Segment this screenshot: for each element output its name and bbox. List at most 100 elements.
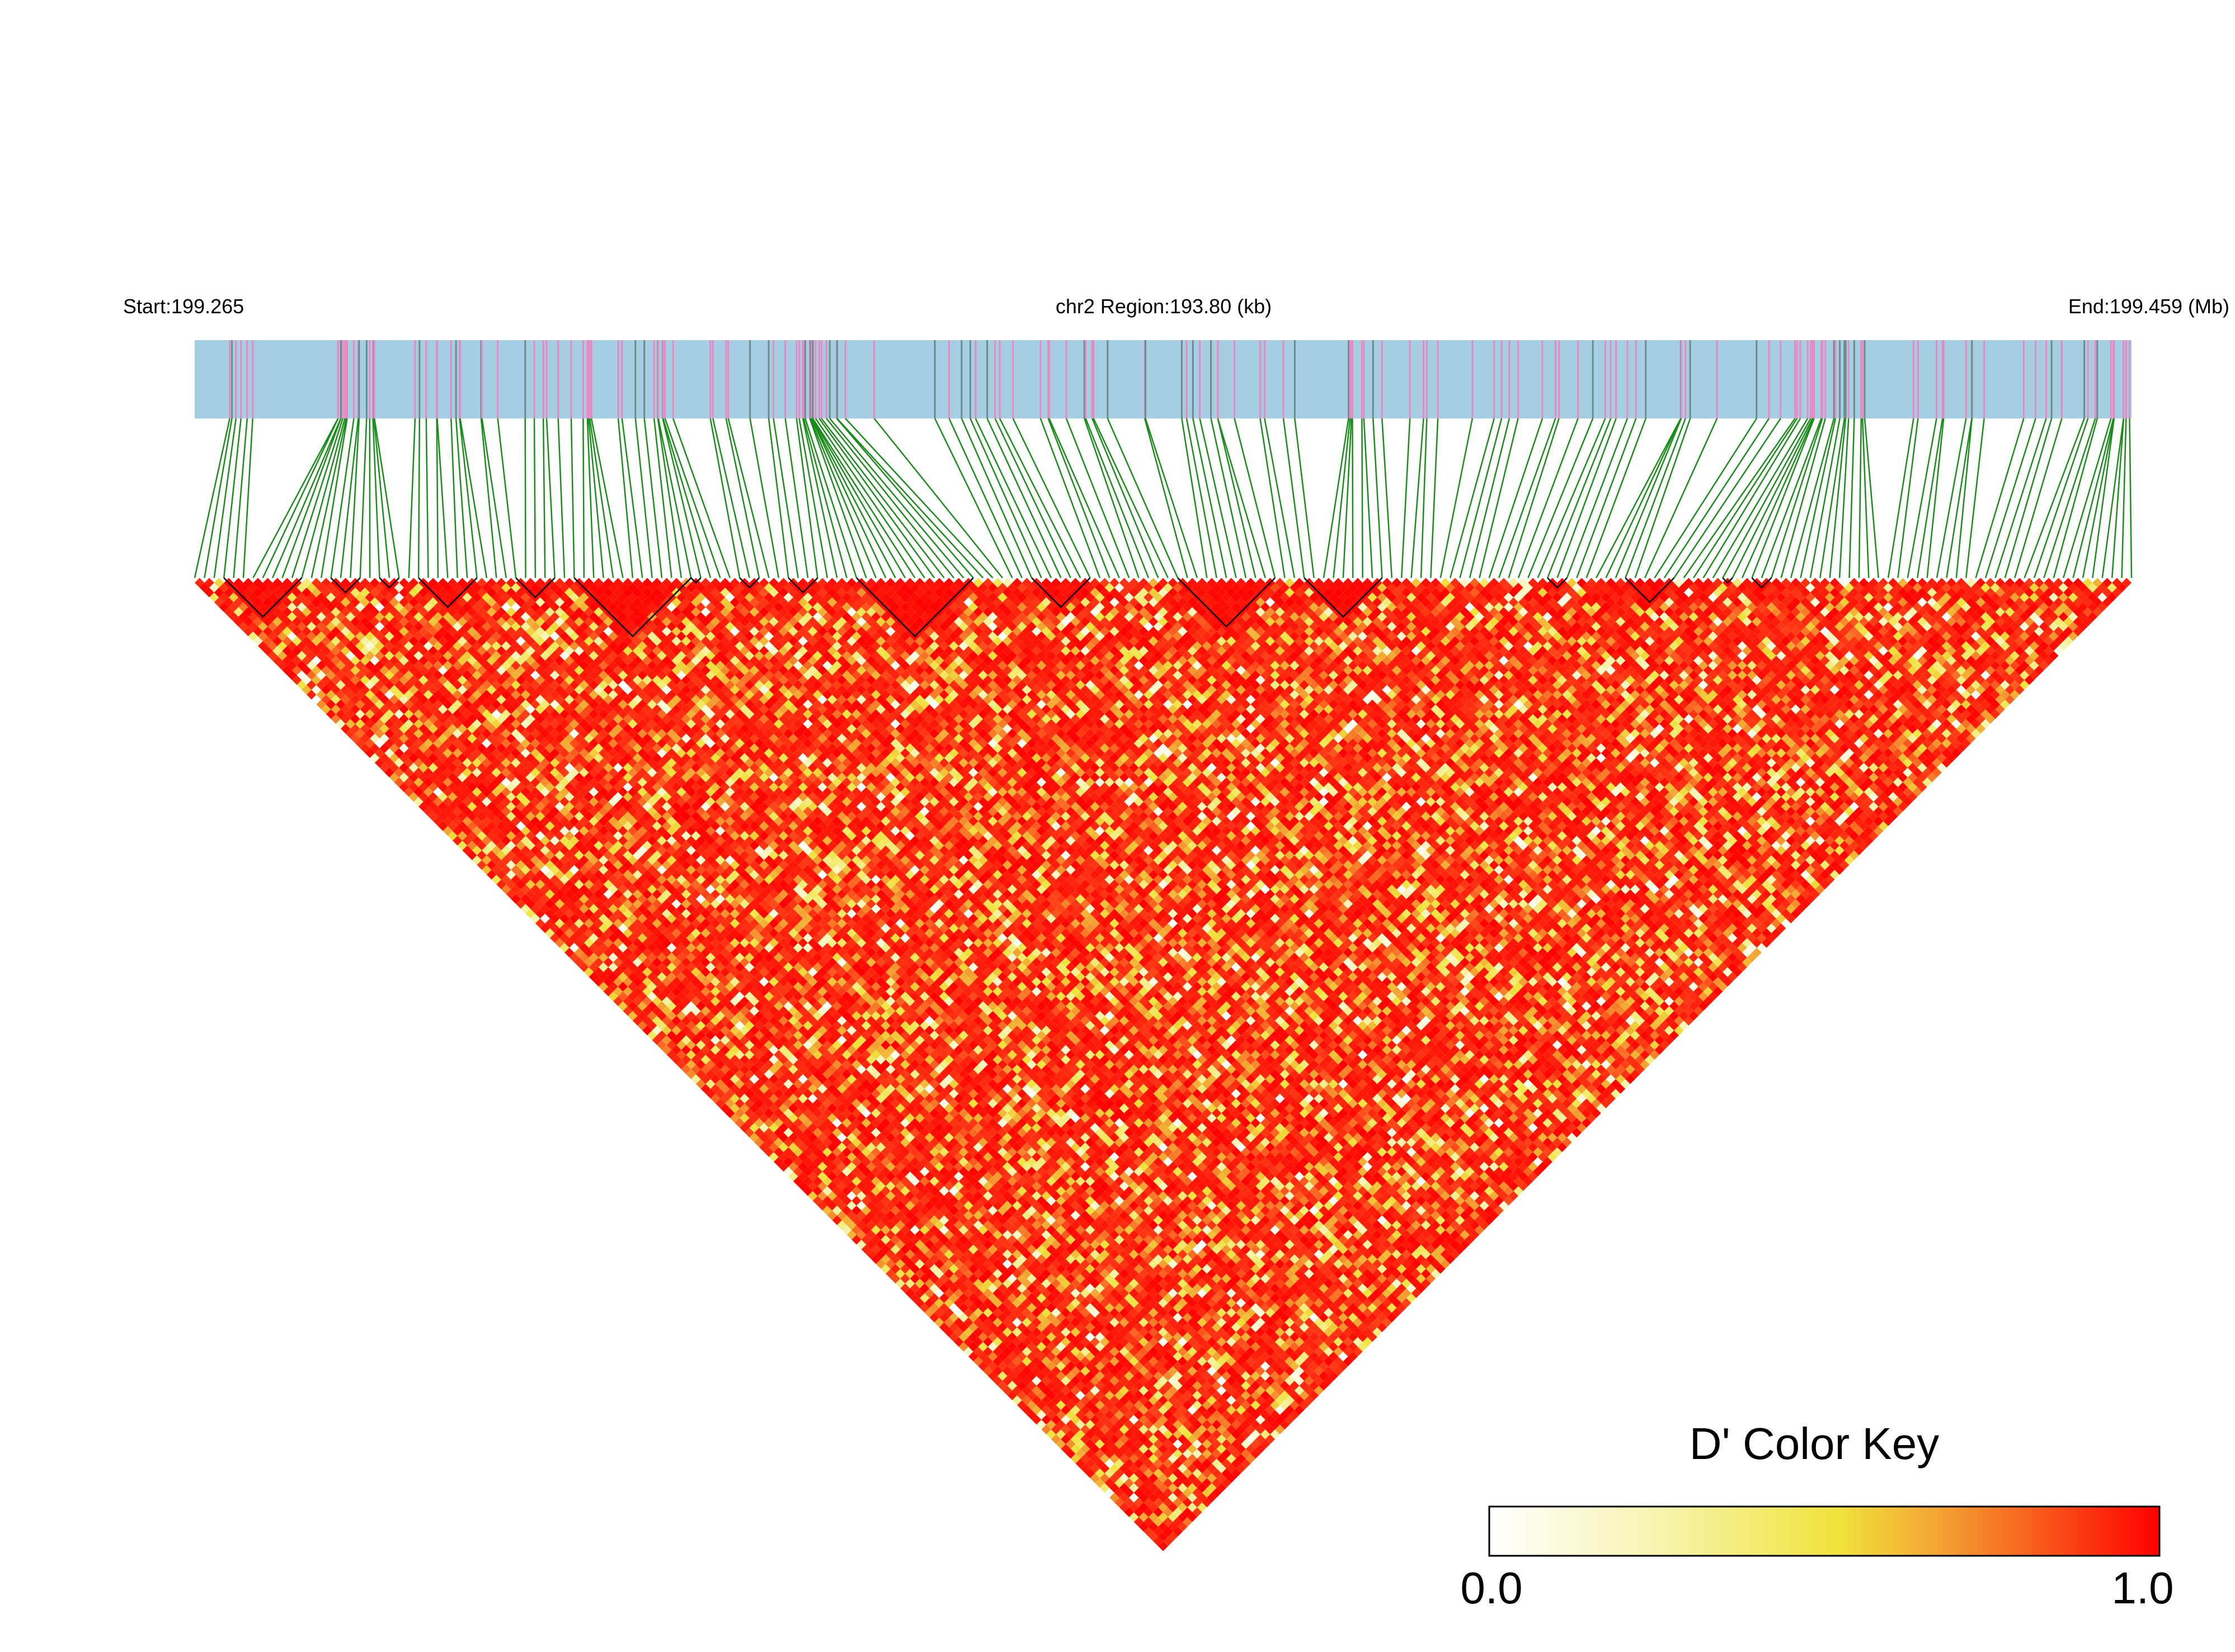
snp-connector-line [829, 418, 964, 578]
snp-connector-line [2033, 418, 2089, 578]
ld-cell [798, 1181, 808, 1192]
ld-cell [764, 1147, 774, 1157]
ld-cell [224, 597, 234, 608]
snp-connector-line [1566, 418, 1628, 578]
ld-cell [1109, 1493, 1119, 1503]
ld-cell [1027, 1410, 1037, 1420]
snp-connector-line [582, 418, 585, 578]
ld-cell [248, 631, 258, 642]
ld-cell [1066, 1439, 1076, 1449]
ld-cell [987, 1371, 998, 1381]
snp-connector-line [1864, 418, 1879, 578]
snp-connector-line [2024, 418, 2085, 578]
ld-cell [861, 1215, 872, 1225]
ld-cell [876, 1230, 886, 1240]
ld-cell [1129, 1512, 1139, 1522]
ld-cell [924, 1288, 935, 1298]
snp-connector-line [1210, 418, 1247, 578]
ld-cell [1129, 1502, 1139, 1513]
snp-connector-line [1946, 418, 1973, 578]
snp-connector-line [1410, 418, 1424, 578]
snp-connector-lines [194, 418, 2133, 578]
snp-connector-line [233, 418, 248, 578]
ld-cell [924, 1278, 935, 1288]
ld-cell [1099, 1473, 1110, 1483]
ld-cell [1022, 1405, 1032, 1415]
snp-connector-line [310, 418, 347, 578]
ld-cell [1114, 1478, 1124, 1488]
ld-cell [1109, 1482, 1119, 1493]
ld-cell [248, 611, 258, 622]
ld-cell [929, 1312, 939, 1322]
snp-connector-line [480, 418, 497, 578]
ld-cell [944, 1307, 954, 1318]
ld-cell [900, 1283, 910, 1293]
snp-connector-line [570, 418, 575, 578]
ld-cell [1124, 1498, 1134, 1508]
snp-connector-line [2043, 418, 2096, 578]
ld-cell [958, 1322, 969, 1333]
ld-cell [1070, 1424, 1081, 1434]
ld-heatmap-cells [195, 578, 2132, 1551]
ld-cell [920, 1283, 930, 1293]
ld-cell [1012, 1395, 1022, 1405]
ld-cell [861, 1225, 872, 1235]
ld-cell [501, 865, 511, 875]
snp-connector-line [459, 418, 488, 578]
snp-connector-line [662, 418, 712, 578]
snp-connector-line [1450, 418, 1495, 578]
ld-cell [968, 1322, 978, 1333]
snp-connector-line [459, 418, 478, 578]
ld-cell [973, 1347, 984, 1357]
snp-connector-line [1936, 418, 1967, 578]
ld-cell [968, 1352, 978, 1362]
ld-cell [812, 1196, 823, 1206]
ld-cell [1099, 1453, 1110, 1464]
ld-cell [1075, 1429, 1085, 1439]
ld-cell [987, 1342, 998, 1352]
snp-connector-line [545, 418, 556, 578]
snp-connector-line [1596, 418, 1682, 578]
region-title-label: chr2 Region:193.80 (kb) [1056, 295, 1272, 318]
snp-connector-line [803, 418, 848, 578]
ld-cell [1036, 1400, 1047, 1410]
ld-cell [983, 1336, 993, 1347]
ld-cell [1002, 1356, 1013, 1367]
ld-cell [876, 1239, 886, 1250]
ld-cell [1075, 1439, 1085, 1449]
snp-connector-line [1741, 418, 1814, 578]
snp-connector-line [1537, 418, 1606, 578]
snp-connector-line [749, 418, 780, 578]
ld-cell [1090, 1453, 1100, 1464]
ld-cell [953, 1317, 964, 1328]
snp-connector-line [1556, 418, 1617, 578]
snp-connector-line [1858, 418, 1862, 578]
ld-cell [798, 1171, 808, 1182]
snp-connector-line [359, 418, 368, 578]
ld-cell [827, 1191, 837, 1201]
snp-connector-line [709, 418, 741, 578]
ld-cell [841, 1206, 852, 1216]
snp-connector-line [204, 418, 233, 578]
snp-connector-line [1498, 418, 1556, 578]
ld-cell [905, 1278, 915, 1288]
ld-cell [1002, 1385, 1013, 1396]
ld-cell [1017, 1390, 1027, 1401]
ld-cell [1133, 1498, 1144, 1508]
ld-cell [798, 1161, 808, 1172]
snp-connector-line [815, 418, 925, 578]
ld-cell [876, 1259, 886, 1269]
ld-cell [832, 1196, 842, 1206]
snp-connector-line [436, 418, 439, 578]
ld-cell [1085, 1439, 1095, 1449]
snp-connector-line [2121, 418, 2127, 578]
ld-cell [355, 699, 365, 709]
ld-cell [1056, 1429, 1066, 1439]
ld-cell [788, 1161, 798, 1172]
snp-connector-line [1333, 418, 1351, 578]
ld-cell [1017, 1400, 1027, 1410]
snp-connector-line [845, 418, 994, 578]
snp-connector-line [1644, 418, 1718, 578]
ld-cell [934, 1288, 944, 1298]
